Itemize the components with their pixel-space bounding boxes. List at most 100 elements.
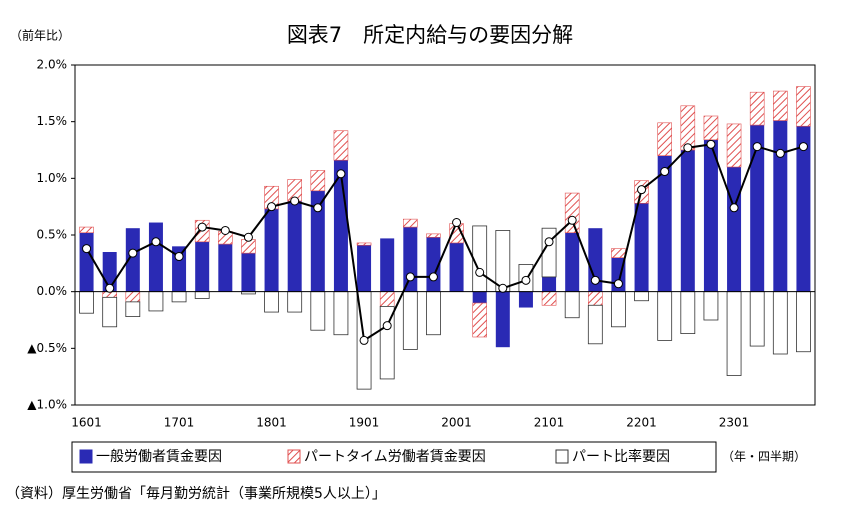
bar — [657, 291, 673, 341]
bar — [773, 90, 788, 121]
bar — [403, 218, 418, 228]
y-unit: （前年比） — [10, 28, 70, 43]
x-tick-label: 1701 — [164, 416, 195, 430]
bar — [565, 232, 580, 292]
bar — [148, 291, 164, 312]
x-tick-label: 2201 — [626, 416, 657, 430]
line-marker — [313, 203, 323, 213]
bar — [148, 222, 163, 292]
y-tick-label: ▲0.5% — [27, 341, 67, 355]
bar — [426, 291, 441, 336]
line-marker — [382, 321, 392, 331]
bar — [796, 291, 811, 353]
source: （資料）厚生労働省「毎月勤労統計（事業所規模5人以上）」 — [6, 486, 386, 502]
bar — [541, 291, 557, 306]
bar — [194, 291, 210, 299]
bar — [611, 291, 626, 328]
line-marker — [567, 215, 577, 225]
line-marker — [428, 272, 438, 282]
bar — [657, 122, 672, 156]
x-tick-label: 2301 — [719, 416, 750, 430]
bar — [495, 291, 510, 348]
bar — [680, 150, 695, 292]
bar — [541, 227, 557, 278]
line-marker — [220, 225, 230, 235]
bar — [287, 201, 302, 292]
bar — [749, 291, 765, 347]
line-marker — [336, 169, 346, 179]
bar — [796, 86, 811, 127]
bar — [750, 125, 765, 292]
bar — [287, 291, 303, 313]
bar — [657, 155, 672, 292]
x-tick-label: 1901 — [349, 416, 380, 430]
bar — [772, 291, 788, 355]
bar — [773, 120, 788, 292]
line — [85, 143, 804, 343]
x-tick-label: 2001 — [441, 416, 472, 430]
line-marker — [683, 143, 693, 153]
y-tick-label: ▲1.0% — [27, 398, 67, 412]
legend-swatch — [555, 449, 569, 464]
line-marker — [359, 335, 369, 345]
x-tick-label: 1801 — [256, 416, 287, 430]
legend-label: パートタイム労働者賃金要因 — [304, 449, 486, 465]
y-tick-label: 2.0% — [37, 58, 68, 72]
bar — [79, 226, 94, 234]
bar — [426, 233, 441, 238]
legend-label: 一般労働者賃金要因 — [96, 449, 222, 465]
bar — [402, 291, 418, 350]
line-marker — [82, 244, 92, 254]
bar — [588, 228, 603, 292]
bar — [264, 291, 279, 313]
line-marker — [128, 248, 138, 258]
bar — [403, 227, 418, 292]
bar — [310, 170, 326, 192]
bar — [472, 302, 487, 338]
bar — [125, 301, 141, 318]
line-marker — [290, 196, 300, 206]
bar — [472, 291, 487, 303]
bar — [542, 276, 557, 292]
bar — [195, 241, 210, 292]
bar — [449, 242, 464, 292]
bar — [218, 244, 233, 292]
bar — [727, 167, 742, 292]
bar — [356, 242, 372, 246]
bar — [357, 245, 372, 292]
line-marker — [452, 218, 462, 228]
line-marker — [197, 222, 207, 232]
bar — [680, 291, 696, 334]
line-marker — [775, 148, 785, 158]
bar — [634, 291, 649, 302]
line-marker — [475, 267, 485, 277]
legend-swatch — [287, 449, 301, 464]
bar — [634, 203, 649, 292]
bar — [472, 225, 488, 293]
x-tick-label: 1601 — [71, 416, 102, 430]
y-tick-label: 0.0% — [37, 284, 68, 298]
line-marker — [590, 275, 600, 285]
line-marker — [105, 283, 115, 293]
line-marker — [521, 275, 531, 285]
bar — [79, 232, 94, 292]
line-marker — [544, 237, 554, 247]
bar — [726, 291, 742, 376]
chart-title: 図表7 所定内給与の要因分解 — [287, 23, 573, 47]
line-marker — [660, 167, 670, 177]
line-marker — [174, 252, 184, 262]
y-tick-label: 1.5% — [37, 114, 68, 128]
bar — [703, 115, 719, 141]
bar — [703, 139, 718, 292]
legend-swatch — [79, 449, 93, 464]
legend-box — [71, 441, 717, 473]
bar — [564, 291, 580, 319]
bar — [518, 291, 533, 308]
y-tick-label: 0.5% — [37, 228, 68, 242]
line-marker — [613, 279, 623, 289]
bar — [379, 291, 395, 307]
line-marker — [637, 185, 647, 195]
bar — [241, 253, 256, 292]
line-marker — [752, 142, 762, 152]
